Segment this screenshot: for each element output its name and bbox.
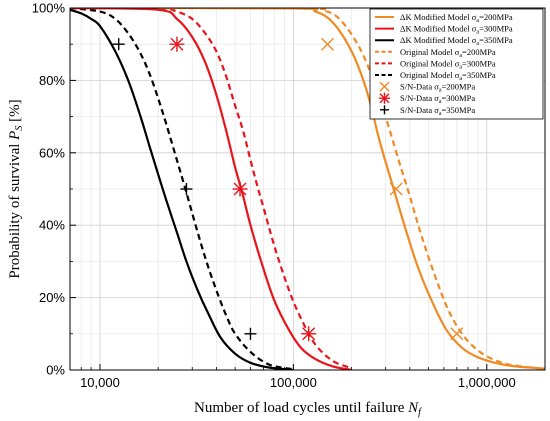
series-line-1 [70, 8, 352, 370]
x-axis-title-symbol: N [407, 400, 419, 416]
data-point-1-0 [169, 36, 185, 52]
data-point-2-0 [112, 38, 125, 51]
marker-layer [112, 36, 464, 342]
x-axis-title-text: Number of load cycles until failure [194, 400, 405, 416]
axis-ticks: 10,000 100,000 1,000,000 0% 20% 40% 60% 80% 100% [32, 1, 546, 390]
y-tick-label: 60% [39, 145, 65, 160]
y-tick-label: 0% [46, 363, 65, 378]
legend-swatch-marker-1 [378, 92, 391, 104]
data-point-2-2 [244, 327, 257, 340]
y-axis-title: Probability of survival PS [%] [7, 99, 25, 278]
y-axis-title-text: Probability of survival [7, 144, 23, 279]
data-point-0-1 [389, 182, 403, 196]
data-point-1-1 [232, 181, 248, 197]
y-tick-label: 20% [39, 290, 65, 305]
y-axis-title-subscript: S [14, 126, 25, 131]
legend-entry-3: Original Model σa=200MPa [400, 47, 496, 59]
series-line-3 [70, 8, 545, 370]
y-axis-title-unit: [%] [7, 99, 23, 122]
data-point-0-2 [450, 327, 464, 341]
series-line-4 [70, 8, 352, 370]
legend-entry-0: ΔK Modified Model σa=200MPa [400, 12, 513, 24]
legend-entry-5: Original Model σa=350MPa [400, 70, 496, 82]
legend-box [369, 8, 544, 120]
x-tick-label: 1,000,000 [458, 375, 516, 390]
legend-entry-2: ΔK Modified Model σa=350MPa [400, 35, 513, 47]
y-tick-label: 40% [39, 218, 65, 233]
legend-entry-1: ΔK Modified Model σa=300MPa [400, 24, 513, 36]
series-line-2 [70, 8, 294, 370]
legend-swatch-marker-2 [380, 105, 389, 115]
x-tick-label: 10,000 [80, 375, 120, 390]
legend-swatch-marker-0 [379, 81, 390, 92]
data-point-2-1 [180, 183, 193, 195]
series-line-5 [70, 8, 294, 370]
x-axis-title: Number of load cycles until failure Nf [194, 400, 422, 418]
legend-entry-7: S/N-Data σa=300MPa [400, 93, 475, 105]
y-tick-label: 100% [32, 1, 66, 16]
data-point-1-2 [301, 326, 317, 342]
legend-entry-8: S/N-Data σa=350MPa [400, 105, 475, 117]
y-tick-label: 80% [39, 73, 65, 88]
series-layer [70, 8, 545, 370]
x-axis-title-subscript: f [418, 407, 422, 418]
data-point-0-0 [320, 37, 334, 51]
legend-entry-6: S/N-Data σa=200MPa [400, 82, 475, 94]
series-line-0 [70, 8, 545, 370]
grid [69, 7, 546, 371]
y-axis-title-symbol: P [7, 131, 23, 141]
legend-entry-4: Original Model σa=300MPa [400, 58, 496, 70]
x-tick-label: 100,000 [270, 375, 317, 390]
